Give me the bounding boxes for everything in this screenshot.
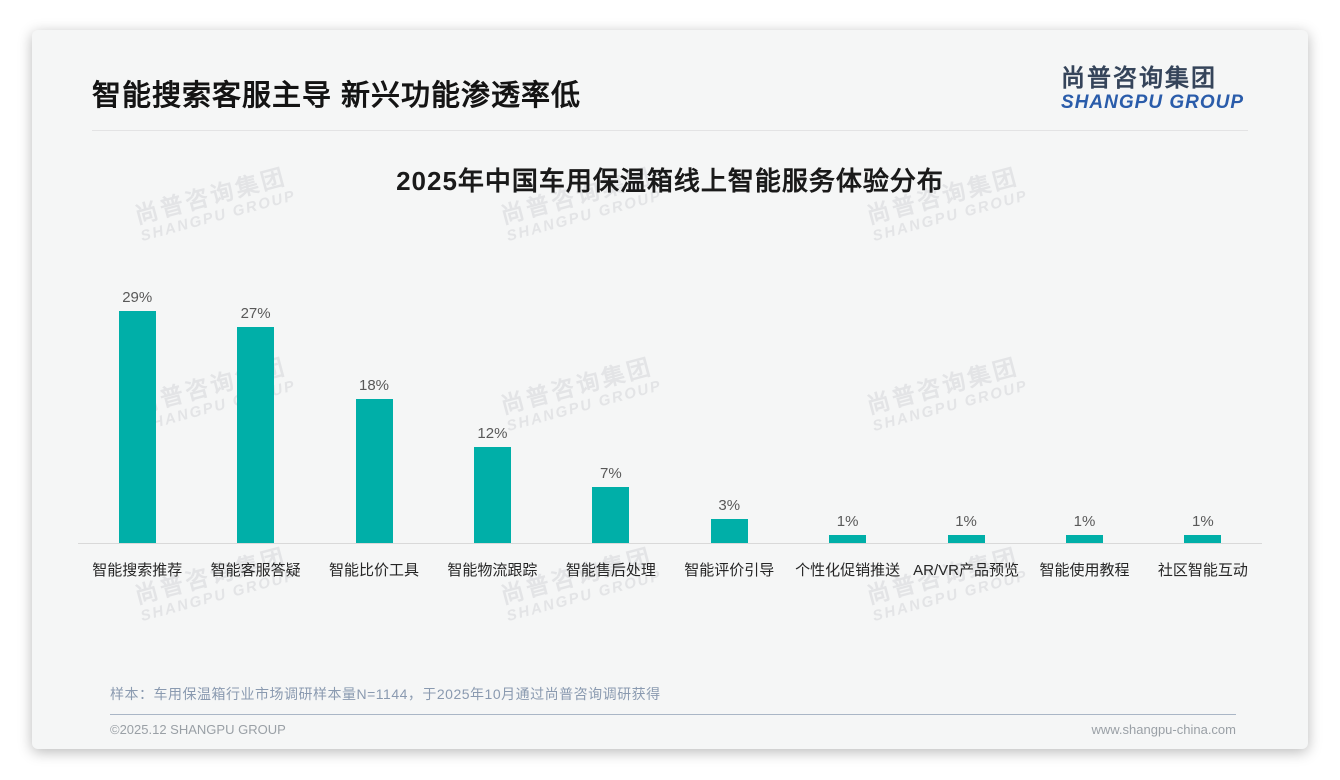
bar-column: 1% bbox=[1144, 513, 1262, 544]
bar-value-label: 3% bbox=[718, 497, 741, 515]
bar-column: 12% bbox=[433, 425, 551, 544]
footer: ©2025.12 SHANGPU GROUP www.shangpu-china… bbox=[110, 722, 1236, 737]
bar-value-label: 1% bbox=[1073, 513, 1096, 531]
bar bbox=[1065, 535, 1103, 544]
x-axis-category-label: 智能比价工具 bbox=[329, 562, 420, 580]
x-axis-category-label: AR/VR产品预览 bbox=[913, 562, 1019, 580]
bar bbox=[473, 447, 511, 544]
footer-website: www.shangpu-china.com bbox=[1091, 722, 1236, 737]
x-axis-category-label: 智能物流跟踪 bbox=[447, 562, 538, 580]
bottom-block: 样本：车用保温箱行业市场调研样本量N=1144，于2025年10月通过尚普咨询调… bbox=[110, 684, 1236, 737]
bar-column: 29% bbox=[78, 289, 196, 544]
bar-column: 1% bbox=[907, 513, 1025, 544]
x-axis-category-label: 智能使用教程 bbox=[1039, 562, 1130, 580]
bar bbox=[355, 399, 393, 544]
report-card: 尚普咨询集团 SHANGPU GROUP 尚普咨询集团 SHANGPU GROUP 尚普… bbox=[32, 30, 1308, 749]
footer-divider bbox=[110, 714, 1236, 715]
bar-value-label: 1% bbox=[955, 513, 977, 531]
bar-column: 3% bbox=[670, 497, 788, 544]
x-axis-category-label: 智能评价引导 bbox=[684, 562, 775, 580]
x-axis-category-label: 个性化促销推送 bbox=[795, 562, 901, 580]
page-title: 智能搜索客服主导 新兴功能渗透率低 bbox=[92, 80, 582, 112]
logo-en-text: SHANGPU GROUP bbox=[1061, 92, 1244, 114]
logo-cn-text: 尚普咨询集团 bbox=[1061, 65, 1218, 92]
bar-value-label: 7% bbox=[599, 465, 622, 483]
sample-note: 样本：车用保温箱行业市场调研样本量N=1144，于2025年10月通过尚普咨询调… bbox=[110, 686, 661, 702]
bar-value-label: 12% bbox=[477, 425, 508, 443]
header: 智能搜索客服主导 新兴功能渗透率低 尚普咨询集团 SHANGPU GROUP bbox=[32, 30, 1308, 114]
footer-copyright: ©2025.12 SHANGPU GROUP bbox=[110, 722, 286, 737]
bar-value-label: 1% bbox=[1192, 513, 1214, 531]
bar-column: 27% bbox=[196, 305, 314, 544]
x-axis-category-label: 智能客服答疑 bbox=[210, 562, 301, 580]
bar-plot: 29% 27% 18% 12% 7% 3% 1% 1% 1% 1% bbox=[78, 212, 1262, 545]
bar-value-label: 18% bbox=[359, 377, 390, 395]
x-axis-labels: 智能搜索推荐 智能客服答疑 智能比价工具 智能物流跟踪 智能售后处理 智能评价引导 个性化促… bbox=[78, 544, 1262, 580]
bar bbox=[118, 311, 156, 544]
bar-value-label: 27% bbox=[240, 305, 271, 323]
bar bbox=[592, 487, 630, 544]
chart-title: 2025年中国车用保温箱线上智能服务体验分布 bbox=[396, 166, 944, 197]
bar-column: 7% bbox=[552, 465, 670, 544]
bar-value-label: 29% bbox=[122, 289, 153, 307]
bar bbox=[237, 327, 275, 544]
x-axis-category-label: 社区智能互动 bbox=[1157, 562, 1248, 580]
header-divider bbox=[92, 130, 1248, 132]
bar-column: 1% bbox=[1025, 513, 1143, 544]
bar-value-label: 1% bbox=[836, 513, 859, 531]
bar bbox=[829, 535, 867, 544]
bar bbox=[710, 519, 748, 544]
bar bbox=[947, 535, 985, 544]
bar bbox=[1184, 535, 1222, 544]
bar-column: 1% bbox=[788, 513, 906, 544]
bar-column: 18% bbox=[315, 377, 433, 544]
company-logo: 尚普咨询集团 SHANGPU GROUP bbox=[1061, 65, 1248, 114]
x-axis-category-label: 智能搜索推荐 bbox=[92, 562, 183, 580]
x-axis-category-label: 智能售后处理 bbox=[565, 562, 656, 580]
